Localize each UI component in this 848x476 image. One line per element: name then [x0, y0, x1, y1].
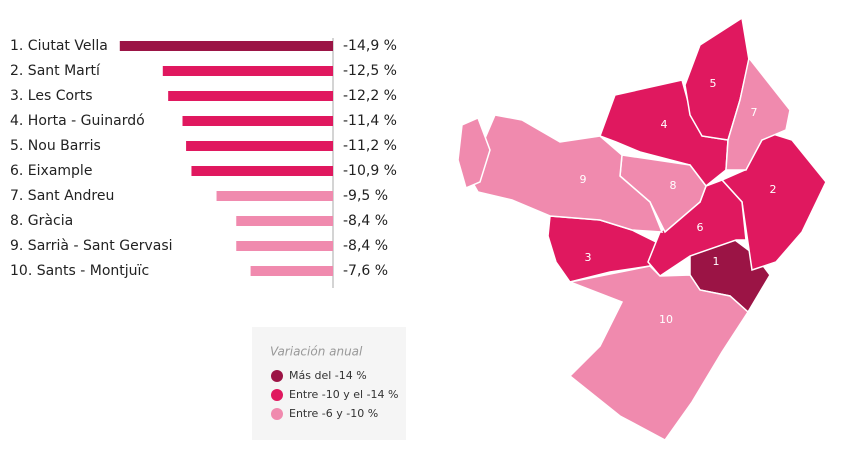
bar [119, 41, 334, 51]
value-label: -8,4 % [343, 238, 388, 254]
bar [250, 266, 333, 276]
bar [216, 191, 333, 201]
category-label: 10. Sants - Montjuïc [10, 263, 149, 279]
bar [186, 141, 333, 151]
legend-swatch [271, 370, 283, 382]
category-label: 8. Gràcia [10, 213, 73, 229]
value-label: -8,4 % [343, 213, 388, 229]
legend-title: Variación anual [270, 345, 363, 359]
value-label: -11,2 % [343, 138, 397, 154]
district-label: 8 [670, 179, 677, 192]
bar [182, 116, 333, 126]
bar [168, 91, 333, 101]
value-label: -14,9 % [343, 38, 397, 54]
district-label: 6 [697, 221, 704, 234]
category-label: 4. Horta - Guinardó [10, 113, 145, 129]
category-label: 1. Ciutat Vella [10, 38, 108, 54]
value-label: -9,5 % [343, 188, 388, 204]
legend-label: Más del -14 % [289, 369, 367, 382]
category-label: 7. Sant Andreu [10, 188, 114, 204]
district-label: 7 [751, 106, 758, 119]
district-label: 5 [710, 77, 717, 90]
legend-box [252, 327, 406, 440]
bar [162, 66, 333, 76]
value-label: -10,9 % [343, 163, 397, 179]
legend-label: Entre -10 y el -14 % [289, 388, 398, 401]
value-label: -12,2 % [343, 88, 397, 104]
district-label: 1 [713, 255, 720, 268]
category-label: 5. Nou Barris [10, 138, 101, 154]
bar [236, 241, 333, 251]
category-label: 3. Les Corts [10, 88, 93, 104]
district-label: 3 [585, 251, 592, 264]
category-label: 6. Eixample [10, 163, 92, 179]
category-label: 2. Sant Martí [10, 63, 101, 79]
bar [236, 216, 333, 226]
value-label: -11,4 % [343, 113, 397, 129]
value-label: -7,6 % [343, 263, 388, 279]
bar [191, 166, 333, 176]
district [725, 56, 791, 171]
category-label: 9. Sarrià - Sant Gervasi [10, 238, 173, 254]
value-label: -12,5 % [343, 63, 397, 79]
district [567, 265, 749, 441]
district-label: 2 [770, 183, 777, 196]
legend-swatch [271, 389, 283, 401]
district-label: 10 [659, 313, 673, 326]
island [457, 116, 491, 190]
district-label: 4 [661, 118, 668, 131]
legend-label: Entre -6 y -10 % [289, 407, 378, 420]
legend-swatch [271, 408, 283, 420]
district-label: 9 [580, 173, 587, 186]
